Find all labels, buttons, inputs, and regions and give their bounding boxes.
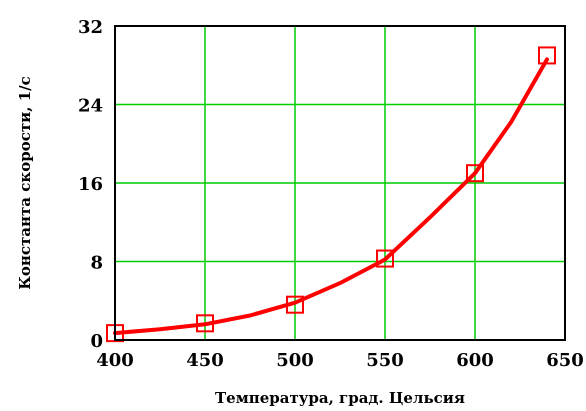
x-axis-label: Температура, град. Цельсия bbox=[215, 389, 465, 407]
x-tick-label: 650 bbox=[546, 350, 584, 371]
data-point-marker bbox=[286, 295, 304, 314]
y-tick-label: 8 bbox=[90, 253, 103, 274]
series-layer bbox=[106, 46, 556, 343]
data-point-marker bbox=[376, 249, 394, 268]
data-point-marker bbox=[538, 46, 556, 65]
x-tick-label: 550 bbox=[366, 350, 404, 371]
x-tick-label: 500 bbox=[276, 350, 314, 371]
x-tick-label: 400 bbox=[96, 350, 134, 371]
x-tick-label: 600 bbox=[456, 350, 494, 371]
data-point-marker bbox=[196, 314, 214, 333]
y-axis-label: Константа скорости, 1/c bbox=[16, 76, 34, 290]
tick-labels: 400 450 500 550 600 650 0 8 16 24 32 bbox=[78, 17, 584, 371]
y-tick-label: 0 bbox=[90, 331, 103, 352]
x-tick-label: 450 bbox=[186, 350, 224, 371]
plot-frame bbox=[114, 25, 566, 341]
y-tick-label: 16 bbox=[78, 174, 103, 195]
grid-lines bbox=[114, 25, 566, 341]
y-tick-label: 32 bbox=[78, 17, 103, 38]
series-line bbox=[113, 57, 549, 336]
y-tick-label: 24 bbox=[78, 96, 103, 117]
data-point-marker bbox=[466, 164, 484, 183]
